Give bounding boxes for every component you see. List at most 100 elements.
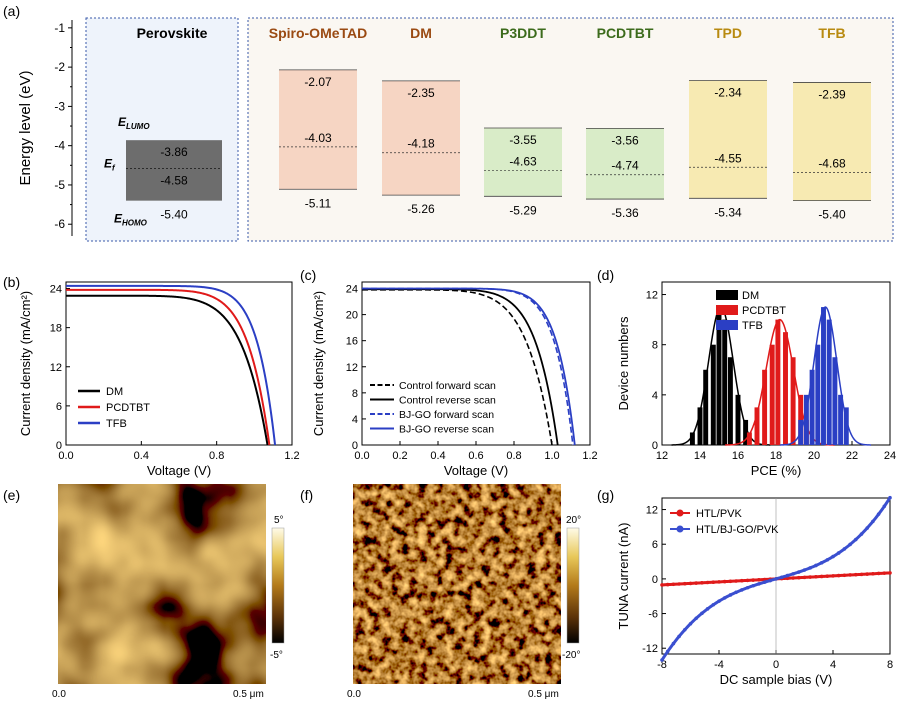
- x-tick-label: 0.8: [209, 450, 224, 462]
- iv-marker: [745, 578, 750, 583]
- y-tick-label: 12: [50, 362, 62, 374]
- iv-marker: [865, 572, 869, 576]
- histogram-bar: [790, 357, 796, 445]
- x-tick-label: 0.4: [430, 450, 445, 462]
- lumo-value: -2.35: [407, 86, 435, 100]
- y-tick-label: 8: [652, 340, 658, 352]
- homo-value: -5.40: [818, 208, 846, 222]
- panel-label-d: (d): [597, 267, 614, 283]
- lumo-value: -2.07: [304, 75, 332, 89]
- iv-marker: [694, 616, 698, 621]
- legend-label: Control forward scan: [399, 380, 496, 392]
- iv-marker: [700, 611, 704, 616]
- plot-frame: [65, 281, 293, 446]
- fermi-value: -4.55: [714, 151, 742, 165]
- iv-marker: [819, 561, 824, 565]
- afm-scale-min-f: -20°: [562, 650, 580, 661]
- histogram-bar: [843, 407, 849, 445]
- iv-marker: [745, 585, 750, 590]
- legend-label: HTL/BJ-GO/PVK: [696, 524, 779, 536]
- x-tick-label: 20: [808, 450, 820, 462]
- y-tick-label: -5: [54, 178, 65, 192]
- iv-marker: [728, 593, 733, 597]
- fermi-value: -4.63: [509, 154, 537, 168]
- iv-marker: [762, 580, 767, 584]
- legend-label: DM: [742, 290, 759, 302]
- y-tick-label: 16: [346, 336, 358, 348]
- iv-marker: [751, 578, 755, 582]
- afm-image-e: 5° -5° 0.0 0.5 μm: [52, 484, 285, 700]
- iv-marker: [854, 537, 858, 542]
- iv-marker: [660, 583, 664, 587]
- y-tick-label: -12: [642, 643, 658, 655]
- y-tick-label: 6: [56, 401, 62, 413]
- iv-marker: [683, 581, 687, 586]
- jv-curve: [362, 287, 576, 446]
- legend-label: PCDTBT: [742, 305, 786, 317]
- y-axis-title: Current density (mA/cm²): [311, 291, 326, 436]
- panel-label-g: (g): [597, 487, 614, 503]
- y-tick-label: 0: [352, 440, 358, 452]
- perovskite-band: [126, 140, 222, 201]
- histogram-bar: [838, 394, 844, 445]
- iv-marker: [814, 574, 818, 579]
- histogram-bar: [826, 319, 832, 445]
- x-axis-title: Voltage (V): [444, 463, 508, 478]
- perovskite-title: Perovskite: [137, 25, 208, 41]
- material-name: Spiro-OMeTAD: [269, 25, 368, 41]
- x-tick-label: -4: [714, 659, 724, 671]
- lumo-label: ELUMO: [118, 115, 150, 131]
- material-name: P3DDT: [500, 25, 546, 41]
- iv-marker: [802, 568, 807, 572]
- material-band: [793, 82, 871, 201]
- lumo-value: -2.39: [818, 87, 846, 101]
- y-tick-label: 24: [50, 284, 62, 296]
- jv-curve: [362, 287, 574, 446]
- y-tick-label: -4: [54, 139, 65, 153]
- jv-curve: [362, 288, 559, 446]
- y-tick-label: -6: [648, 609, 658, 621]
- y-tick-label: 12: [346, 362, 358, 374]
- y-tick-label: 4: [352, 414, 358, 426]
- gaussian-fit: [779, 306, 871, 446]
- iv-marker: [888, 571, 892, 575]
- iv-marker: [705, 607, 710, 611]
- y-axis-title: Energy level (eV): [17, 70, 34, 185]
- panel-label-a: (a): [3, 3, 20, 19]
- material-name: PCDTBT: [597, 25, 654, 41]
- iv-marker: [751, 583, 755, 588]
- panel-label-c: (c): [300, 267, 316, 283]
- histogram-bar: [775, 319, 781, 445]
- legend-label: Control reverse scan: [399, 395, 496, 407]
- x-axis-title: Voltage (V): [147, 463, 211, 478]
- afm-x-start-f: 0.0: [347, 689, 361, 700]
- x-tick-label: 18: [770, 450, 782, 462]
- iv-marker: [871, 519, 875, 524]
- panel-label-f: (f): [300, 487, 313, 503]
- iv-marker: [694, 581, 698, 585]
- y-tick-label: 12: [646, 505, 658, 517]
- legend-label: TFB: [742, 320, 763, 332]
- iv-marker: [740, 588, 744, 592]
- iv-marker: [774, 577, 778, 581]
- histogram-bar: [832, 357, 838, 445]
- histogram-bar: [762, 369, 768, 445]
- lumo-value: -2.34: [714, 85, 742, 99]
- histogram-bar: [803, 394, 809, 445]
- histogram-bar: [716, 307, 722, 445]
- y-tick-label: -3: [54, 99, 65, 113]
- afm-map-f: [353, 484, 561, 684]
- jv-curve: [362, 289, 553, 446]
- histogram-bar: [769, 344, 775, 445]
- y-tick-label: -6: [54, 217, 65, 231]
- material-band: [689, 80, 767, 199]
- jv-curve: [66, 288, 271, 446]
- iv-marker: [797, 570, 801, 574]
- iv-marker: [722, 596, 727, 600]
- iv-marker: [671, 641, 676, 646]
- iv-marker: [791, 576, 795, 580]
- fermi-value: -4.68: [818, 156, 846, 170]
- x-tick-label: 0.2: [392, 450, 407, 462]
- iv-marker: [757, 577, 761, 582]
